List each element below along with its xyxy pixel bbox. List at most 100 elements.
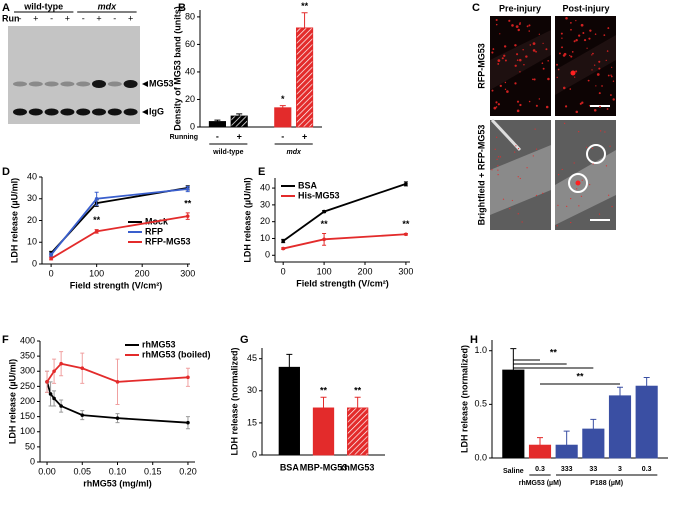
y-tick-label: 1.0 (474, 345, 487, 355)
fluorescent-dot (598, 213, 601, 215)
group-label: rhMG53 (µM) (519, 480, 562, 487)
y-tick-label: 50 (25, 441, 35, 451)
fluorescent-dot (529, 44, 532, 46)
fluorescent-dot (611, 66, 613, 69)
x-tick-label: 0 (281, 266, 286, 276)
x-tick-label: Saline (503, 468, 524, 475)
fluorescent-dot (494, 148, 496, 150)
fluorescent-dot (499, 33, 501, 35)
fluorescent-dot (518, 23, 521, 26)
fluorescent-dot (493, 106, 497, 110)
fluorescent-dot (538, 98, 541, 100)
y-tick-label: 10 (27, 237, 37, 247)
legend-label: RFP-MG53 (145, 236, 191, 246)
row-label: Brightfield + RFP-MG53 (476, 125, 486, 226)
fluorescent-dot (535, 50, 537, 53)
fluorescent-dot (502, 198, 505, 200)
x-tick-label: BSA (280, 462, 300, 472)
y-tick-label: 400 (20, 335, 35, 345)
bar (555, 444, 578, 459)
fluorescent-dot (557, 68, 560, 71)
fluorescent-dot (594, 33, 597, 35)
fluorescent-dot (596, 73, 600, 76)
fluorescent-dot (522, 48, 524, 51)
y-tick-label: 0.5 (474, 399, 487, 409)
error-bar (510, 348, 517, 371)
panel-letter: G (240, 334, 249, 346)
fluorescent-dot (570, 55, 573, 58)
x-tick-label: - (281, 131, 284, 141)
point (49, 253, 53, 257)
mg53-band (123, 80, 138, 88)
fluorescent-dot (491, 51, 494, 54)
point (80, 366, 85, 371)
fluorescent-dot (575, 19, 577, 22)
group-label: P188 (µM) (590, 480, 623, 487)
fluorescent-dot (589, 183, 591, 186)
fluorescent-dot (605, 165, 608, 167)
x-axis-label: rhMG53 (mg/ml) (83, 478, 152, 488)
fluorescent-dot (575, 110, 579, 114)
x-tick-label: MBP-MG53 (300, 462, 348, 472)
fluorescent-dot (519, 103, 522, 107)
fluorescent-dot (496, 158, 498, 160)
y-tick-label: 300 (20, 366, 35, 376)
fluorescent-dot (586, 146, 588, 148)
mg53-band (60, 81, 75, 87)
row-label: RFP-MG53 (476, 43, 486, 89)
error-bar (537, 437, 543, 446)
highlight-circle (568, 173, 588, 193)
panel-letter: A (2, 2, 10, 14)
error-bar (214, 119, 221, 122)
fluorescent-dot (511, 199, 513, 202)
fluorescent-dot (547, 77, 550, 81)
fluorescent-dot (579, 102, 582, 105)
fluorescent-dot (515, 25, 519, 28)
western-blot (8, 26, 140, 124)
x-axis-label: Field strength (V/cm²) (70, 280, 163, 290)
y-tick-label: 200 (20, 396, 35, 406)
y-tick-label: 350 (20, 351, 35, 361)
fluorescent-dot (603, 34, 606, 37)
fluorescent-dot (516, 109, 520, 113)
fluorescent-dot (506, 90, 509, 93)
fluorescent-dot (558, 52, 561, 55)
fluorescent-dot (591, 69, 593, 71)
column-label: Pre-injury (499, 3, 541, 13)
bar (278, 366, 300, 456)
bar (528, 444, 552, 459)
y-tick-label: 20 (260, 216, 270, 226)
fluorescent-dot (593, 64, 596, 66)
bar (230, 115, 248, 128)
y-tick-label: 40 (185, 66, 195, 76)
point (49, 256, 53, 261)
fluorescent-dot (610, 74, 612, 76)
fluorescent-dot (497, 59, 501, 63)
fluorescent-dot (586, 47, 588, 49)
fluorescent-dot (491, 169, 493, 171)
x-tick-label: 0.00 (38, 466, 56, 476)
x-tick-label: 0.3 (642, 466, 652, 473)
group-label: wild-type (23, 1, 63, 11)
fluorescent-dot (611, 206, 613, 208)
fluorescent-dot (528, 30, 530, 32)
fluorescent-dot (535, 104, 538, 107)
y-tick-label: 30 (247, 385, 257, 395)
panel-letter: E (258, 166, 265, 178)
fluorescent-dot (511, 24, 514, 27)
fluorescent-dot (514, 151, 516, 153)
fluorescent-dot (607, 27, 610, 29)
point (186, 375, 190, 380)
fluorescent-dot (593, 108, 597, 112)
fluorescent-dot (521, 221, 523, 223)
fluorescent-dot (526, 25, 529, 28)
lane-label: + (65, 13, 70, 23)
band-arrow (142, 109, 148, 115)
panel-letter: C (472, 2, 480, 14)
lane-label: - (19, 13, 22, 23)
fluorescent-dot (532, 42, 536, 45)
igg-band (44, 108, 59, 116)
panel-letter: H (470, 334, 478, 346)
fluorescent-dot (570, 197, 572, 200)
fluorescent-dot (561, 37, 563, 39)
